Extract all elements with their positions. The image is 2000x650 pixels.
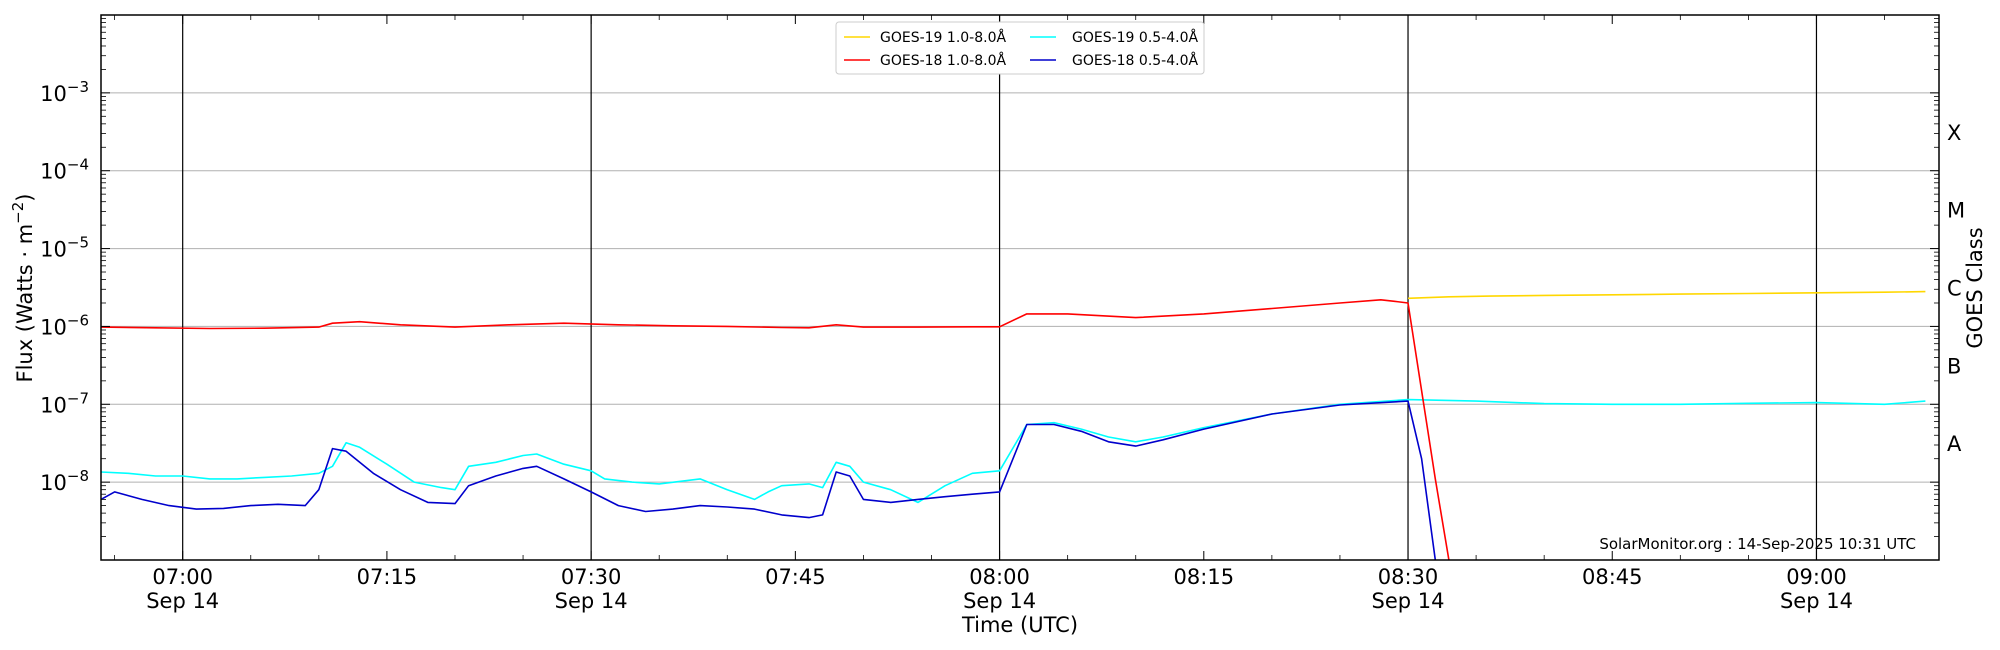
x-tick-date-label: Sep 14 xyxy=(963,589,1036,613)
plot-frame xyxy=(100,14,1940,561)
y-axis-title: Flux (Watts · m−2) xyxy=(9,193,37,382)
x-axis-title: Time (UTC) xyxy=(961,613,1078,637)
legend-label-goes18-long: GOES-18 1.0-8.0Å xyxy=(880,52,1006,69)
y-tick-label: 10−5 xyxy=(40,234,89,262)
x-tick-date-label: Sep 14 xyxy=(146,589,219,613)
x-tick-label: 07:30 xyxy=(561,565,622,589)
legend: GOES-19 1.0-8.0Å GOES-18 1.0-8.0Å GOES-1… xyxy=(835,21,1205,75)
x-tick-label: 07:15 xyxy=(357,565,418,589)
x-tick-date-label: Sep 14 xyxy=(555,589,628,613)
legend-label-goes19-long: GOES-19 1.0-8.0Å xyxy=(880,29,1006,46)
goes-class-label: M xyxy=(1947,199,1965,223)
x-tick-label: 09:00 xyxy=(1786,565,1847,589)
x-tick-label: 07:00 xyxy=(152,565,213,589)
goes-class-label: C xyxy=(1947,277,1962,301)
x-tick-date-label: Sep 14 xyxy=(1372,589,1445,613)
goes-class-label: A xyxy=(1947,432,1962,456)
x-tick-label: 08:45 xyxy=(1582,565,1643,589)
series-line-1 xyxy=(100,298,1450,561)
x-tick-label: 08:00 xyxy=(969,565,1030,589)
y-tick-label: 10−6 xyxy=(40,311,89,339)
legend-label-goes19-short: GOES-19 0.5-4.0Å xyxy=(1072,29,1198,46)
x-tick-label: 08:15 xyxy=(1174,565,1235,589)
x-tick-label: 07:45 xyxy=(765,565,826,589)
goes-class-label: B xyxy=(1947,354,1961,378)
grid-lines xyxy=(101,92,1939,483)
series-line-0 xyxy=(1407,290,1926,300)
plot-background xyxy=(101,15,1939,560)
y-tick-label: 10−4 xyxy=(40,156,89,184)
legend-label-goes18-short: GOES-18 0.5-4.0Å xyxy=(1072,52,1198,69)
y-tick-label: 10−3 xyxy=(40,78,89,106)
series-line-3 xyxy=(100,400,1437,561)
y-tick-label: 10−8 xyxy=(40,467,89,495)
x-tick-date-label: Sep 14 xyxy=(1780,589,1853,613)
axis-ticks xyxy=(101,15,1939,561)
day-boundary-lines xyxy=(182,15,1818,560)
data-series xyxy=(100,290,1926,561)
y2-axis-title: GOES Class xyxy=(1963,227,1987,348)
goes-class-label: X xyxy=(1947,121,1961,145)
x-tick-label: 08:30 xyxy=(1378,565,1439,589)
credit-text: SolarMonitor.org : 14-Sep-2025 10:31 UTC xyxy=(1599,535,1916,553)
legend-box xyxy=(835,21,1205,75)
y-tick-label: 10−7 xyxy=(40,389,89,417)
